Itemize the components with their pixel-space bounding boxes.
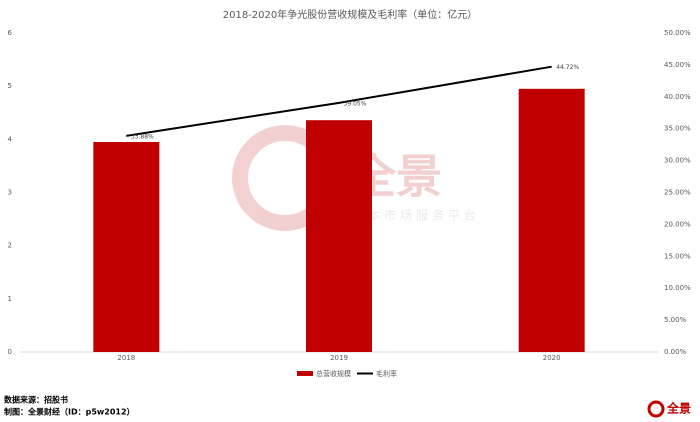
y2-tick-label: 0.00% <box>664 348 687 356</box>
line <box>126 65 552 137</box>
y-tick-label: 2 <box>8 242 12 250</box>
y-tick-label: 5 <box>8 82 12 90</box>
y2-tick-label: 40.00% <box>664 93 691 101</box>
y-tick-label: 3 <box>8 189 12 197</box>
bar <box>306 120 372 353</box>
y-tick-label: 6 <box>8 29 13 37</box>
y2-tick-label: 5.00% <box>664 316 687 324</box>
y2-tick-label: 25.00% <box>664 189 691 197</box>
logo-mark <box>647 400 665 418</box>
y-tick-label: 1 <box>8 295 12 303</box>
data-label: 39.05% <box>344 100 367 107</box>
y2-tick-label: 20.00% <box>664 220 691 228</box>
bar <box>518 88 585 352</box>
legend-label: 毛利率 <box>376 369 397 378</box>
data-label: 44.72% <box>556 64 579 71</box>
y2-tick-label: 15.00% <box>664 252 691 260</box>
x-tick-label: 2020 <box>543 354 561 362</box>
y2-tick-label: 50.00% <box>664 29 691 37</box>
legend-label: 总营收规模 <box>316 369 351 378</box>
x-tick-label: 2018 <box>117 354 135 362</box>
y-tick-label: 0 <box>8 348 12 356</box>
logo-text: 全景 <box>666 401 691 416</box>
watermark-subtext: 资本市场服务平台 <box>352 208 480 223</box>
credit: 制图：全景财经（ID：p5w2012） <box>4 407 135 417</box>
x-tick-label: 2019 <box>330 354 348 362</box>
y2-tick-label: 35.00% <box>664 125 691 133</box>
bar <box>93 141 160 352</box>
y2-tick-label: 30.00% <box>664 157 691 165</box>
y2-tick-label: 10.00% <box>664 284 691 292</box>
y-tick-label: 4 <box>8 135 13 143</box>
chart-title: 2018-2020年争光股份营收规模及毛利率（单位：亿元） <box>223 8 478 21</box>
y2-tick-label: 45.00% <box>664 61 691 69</box>
data-label: 33.88% <box>131 133 154 140</box>
legend-swatch <box>297 371 313 376</box>
source: 数据来源：招股书 <box>4 395 68 405</box>
